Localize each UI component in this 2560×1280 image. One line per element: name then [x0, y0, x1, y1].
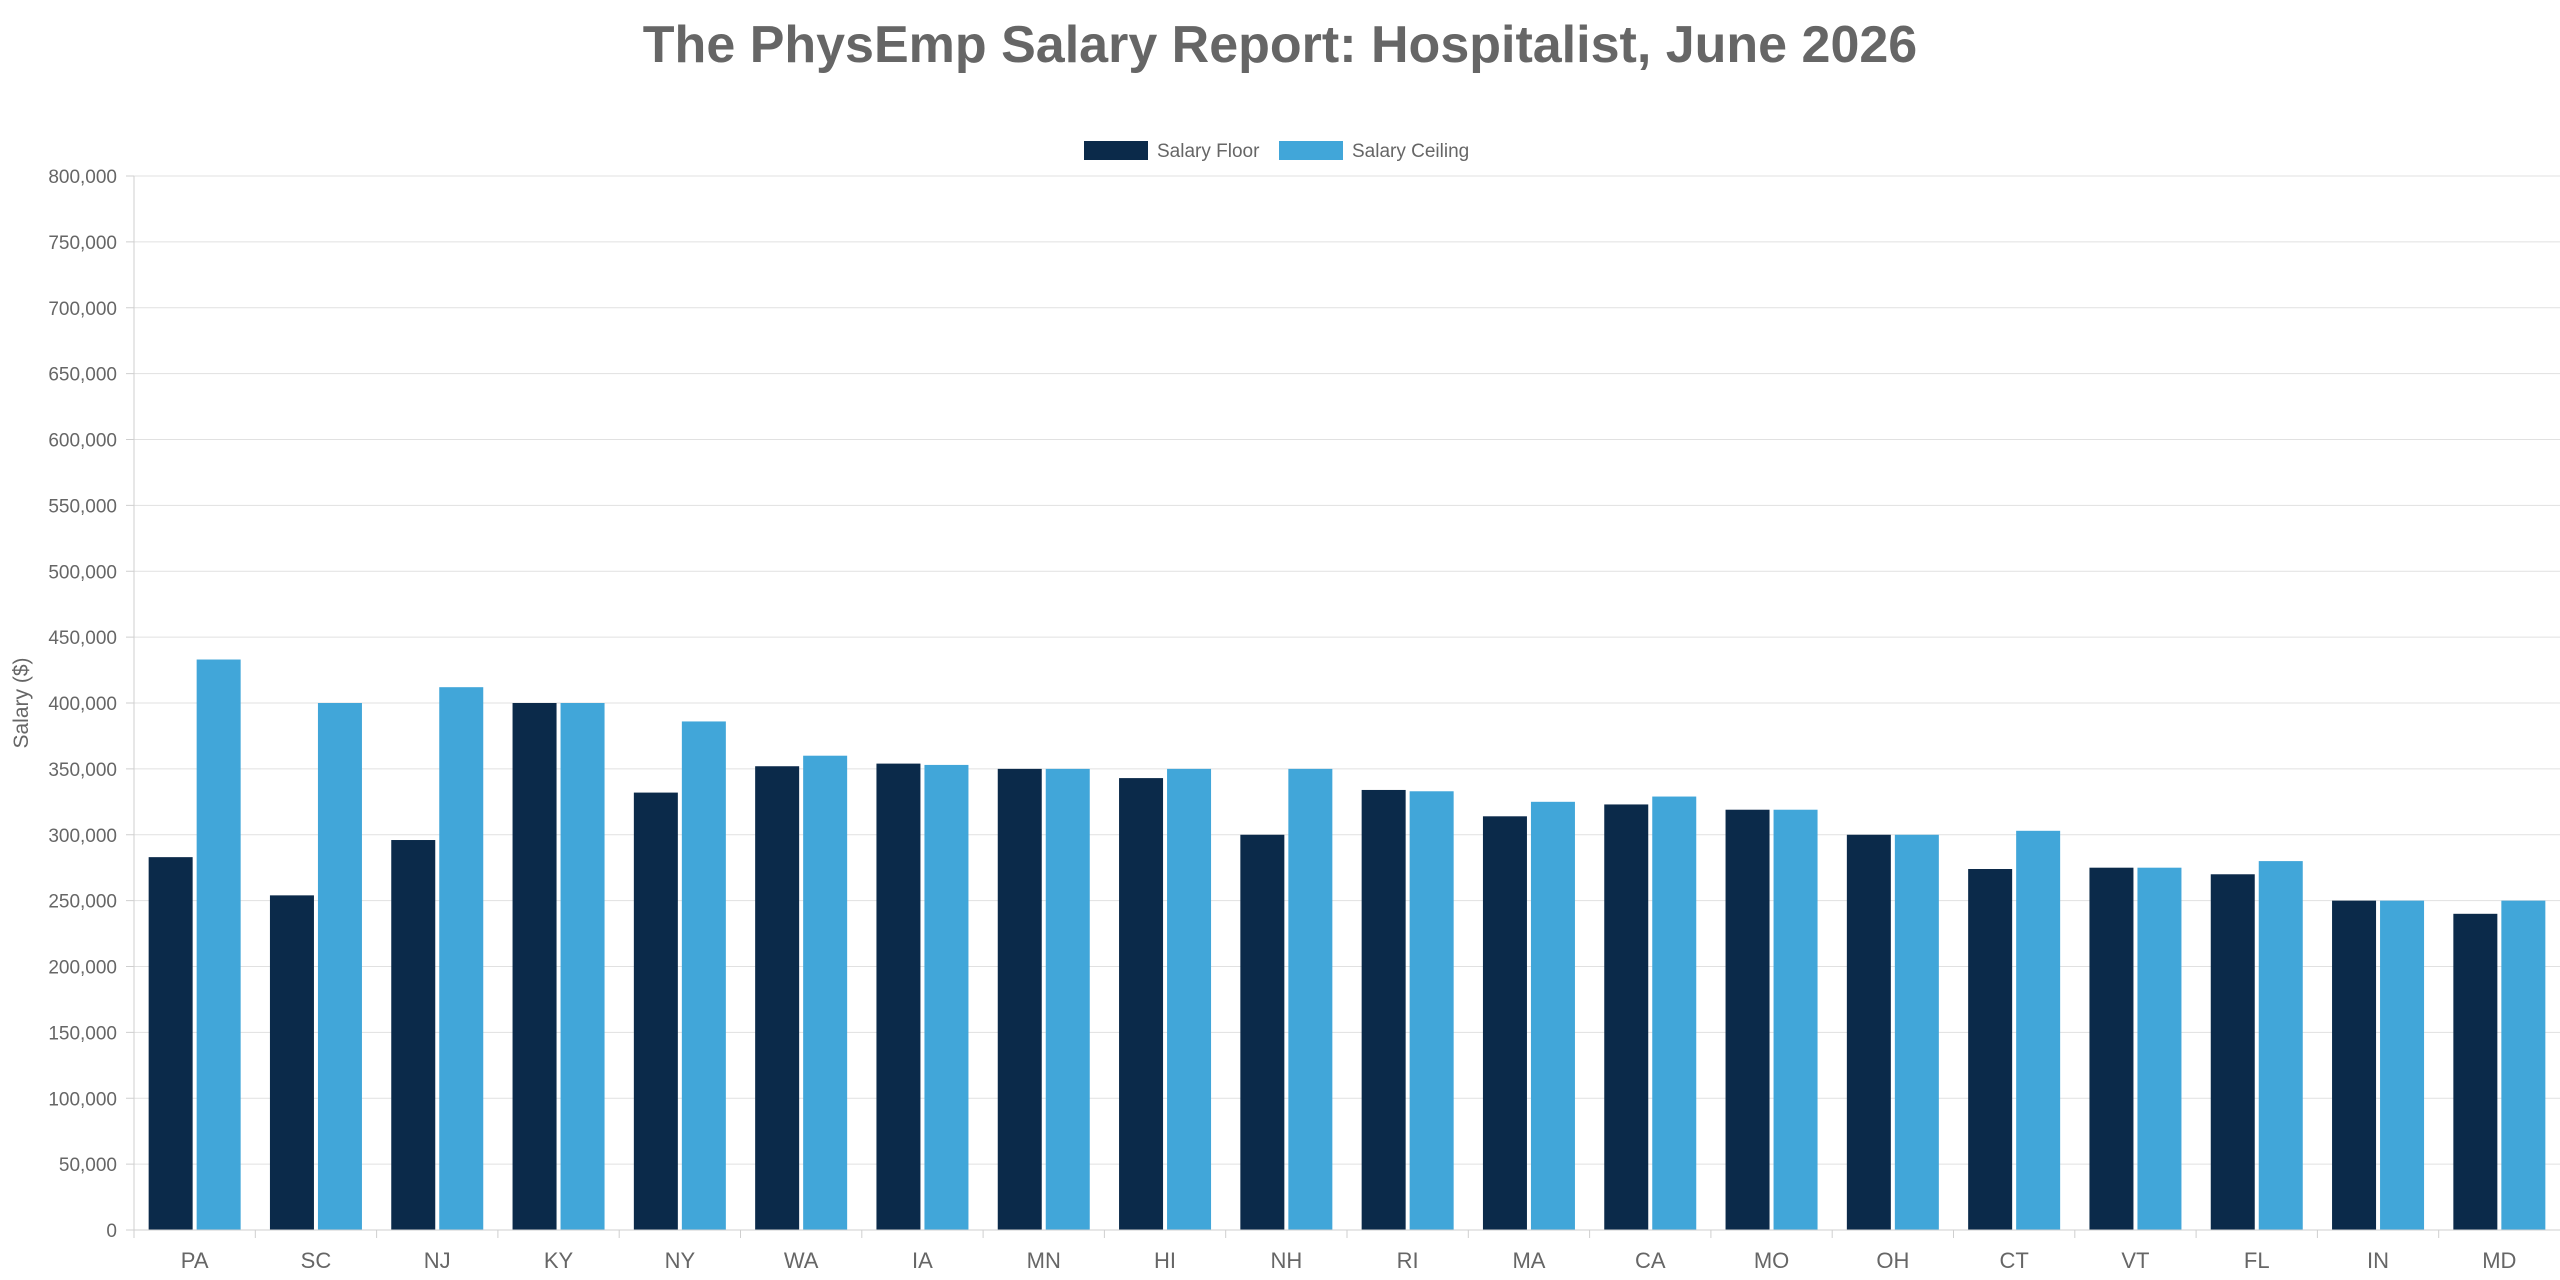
y-tick-label: 100,000 [48, 1089, 117, 1110]
legend: Salary Floor Salary Ceiling [1084, 141, 1469, 162]
bar-salary-floor-nh [1240, 834, 1285, 1230]
bar-salary-floor-ct [1968, 869, 2013, 1230]
y-tick-label: 250,000 [48, 892, 117, 913]
bar-salary-ceiling-in [2380, 900, 2425, 1230]
bar-salary-ceiling-ri [1409, 791, 1454, 1230]
bar-salary-floor-ri [1361, 789, 1406, 1230]
x-axis-ticks: PA SC NJ KY NY WA IA MN HI NH RI MA CA MO OH CT VT FL IN MD [133, 1230, 2516, 1273]
x-tick-label-sc: SC [301, 1248, 332, 1273]
bar-salary-ceiling-ia [924, 764, 969, 1230]
y-tick-label: 800,000 [48, 167, 117, 188]
y-tick-label: 350,000 [48, 760, 117, 781]
bar-salary-floor-pa [148, 857, 193, 1230]
y-tick-label: 700,000 [48, 299, 117, 320]
x-tick-label-nh: NH [1270, 1248, 1302, 1273]
bar-salary-floor-oh [1846, 834, 1891, 1230]
bar-salary-floor-fl [2210, 874, 2255, 1230]
bar-salary-ceiling-hi [1167, 768, 1212, 1230]
bar-salary-floor-hi [1119, 778, 1164, 1230]
x-tick-label-ct: CT [1999, 1248, 2028, 1273]
bar-salary-ceiling-sc [317, 703, 362, 1230]
x-tick-label-ca: CA [1635, 1248, 1666, 1273]
x-tick-label-ia: IA [912, 1248, 933, 1273]
bar-salary-floor-nj [391, 840, 436, 1230]
x-tick-label-in: IN [2367, 1248, 2389, 1273]
y-tick-label: 300,000 [48, 826, 117, 847]
bar-salary-ceiling-ma [1530, 801, 1575, 1230]
chart-title: The PhysEmp Salary Report: Hospitalist, … [643, 16, 1917, 74]
bar-salary-floor-wa [755, 766, 800, 1230]
y-tick-label: 400,000 [48, 694, 117, 715]
bar-salary-floor-mn [997, 768, 1042, 1230]
bar-salary-floor-mo [1725, 809, 1770, 1230]
bar-salary-ceiling-fl [2258, 861, 2303, 1230]
x-tick-label-hi: HI [1154, 1248, 1176, 1273]
x-tick-label-nj: NJ [424, 1248, 451, 1273]
x-tick-label-fl: FL [2244, 1248, 2270, 1273]
x-tick-label-vt: VT [2121, 1248, 2149, 1273]
x-tick-label-oh: OH [1876, 1248, 1909, 1273]
x-tick-label-wa: WA [784, 1248, 819, 1273]
legend-swatch-salary-ceiling [1279, 141, 1343, 160]
bar-salary-ceiling-nh [1288, 768, 1333, 1230]
y-axis-ticks: 0 50,000 100,000 150,000 200,000 250,000 300,0… [48, 167, 134, 1242]
y-tick-label: 650,000 [48, 365, 117, 386]
bar-salary-floor-sc [269, 895, 314, 1230]
x-tick-label-mn: MN [1027, 1248, 1061, 1273]
bar-salary-ceiling-pa [196, 659, 241, 1230]
x-tick-label-mo: MO [1754, 1248, 1789, 1273]
x-tick-label-pa: PA [181, 1248, 209, 1273]
gridlines [134, 175, 2560, 1165]
legend-swatch-salary-floor [1084, 141, 1148, 160]
x-tick-label-ky: KY [544, 1248, 574, 1273]
y-tick-label: 550,000 [48, 496, 117, 517]
y-tick-label: 0 [106, 1221, 117, 1242]
x-tick-label-ny: NY [665, 1248, 696, 1273]
y-tick-label: 200,000 [48, 958, 117, 979]
bar-salary-ceiling-vt [2137, 867, 2182, 1230]
x-tick-label-ri: RI [1397, 1248, 1419, 1273]
y-tick-label: 750,000 [48, 233, 117, 254]
x-tick-label-md: MD [2482, 1248, 2516, 1273]
legend-label-salary-floor: Salary Floor [1157, 141, 1260, 162]
y-tick-label: 600,000 [48, 431, 117, 452]
bar-salary-ceiling-ct [2016, 830, 2061, 1230]
y-tick-label: 50,000 [59, 1155, 117, 1176]
bar-salary-floor-md [2453, 913, 2498, 1230]
bar-salary-ceiling-md [2501, 900, 2546, 1230]
bar-salary-ceiling-nj [439, 687, 484, 1230]
y-tick-label: 500,000 [48, 562, 117, 583]
bar-salary-floor-ky [512, 703, 557, 1230]
bar-salary-ceiling-mo [1773, 809, 1818, 1230]
bar-salary-floor-ma [1482, 816, 1527, 1230]
legend-label-salary-ceiling: Salary Ceiling [1352, 141, 1469, 162]
bar-salary-ceiling-ny [681, 721, 726, 1230]
bar-salary-floor-in [2332, 900, 2377, 1230]
bar-salary-floor-ny [633, 792, 678, 1230]
bar-salary-floor-ca [1604, 804, 1649, 1230]
bar-salary-floor-ia [876, 763, 921, 1230]
y-axis-title: Salary ($) [10, 657, 33, 748]
y-tick-label: 150,000 [48, 1023, 117, 1044]
bar-salary-ceiling-wa [803, 755, 848, 1230]
bar-salary-ceiling-ky [560, 703, 605, 1230]
bars [148, 659, 2546, 1230]
bar-salary-floor-vt [2089, 867, 2134, 1230]
bar-salary-ceiling-oh [1894, 834, 1939, 1230]
x-tick-label-ma: MA [1512, 1248, 1545, 1273]
y-tick-label: 450,000 [48, 628, 117, 649]
bar-salary-ceiling-mn [1045, 768, 1090, 1230]
bar-salary-ceiling-ca [1652, 796, 1697, 1230]
